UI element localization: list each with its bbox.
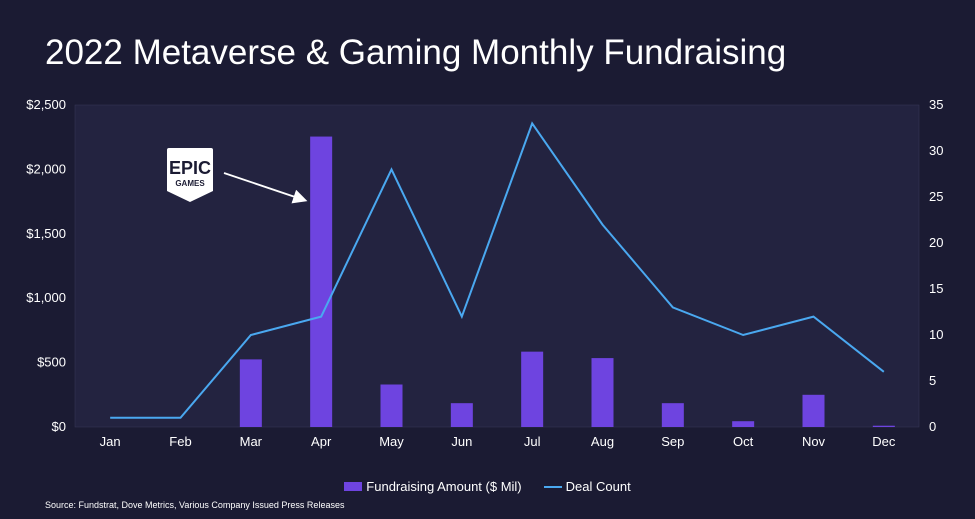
legend-item-fundraising: Fundraising Amount ($ Mil) (344, 479, 522, 494)
left-tick-label: $1,500 (26, 226, 66, 241)
source-note: Source: Fundstrat, Dove Metrics, Various… (45, 500, 345, 510)
left-tick-label: $500 (37, 355, 66, 370)
bar-aug (591, 358, 614, 427)
bar-apr (310, 136, 333, 427)
right-tick-label: 5 (929, 373, 936, 388)
line-series (110, 121, 885, 419)
x-tick-label: Jan (100, 434, 121, 449)
x-tick-label: May (379, 434, 404, 449)
x-tick-label: Feb (169, 434, 191, 449)
chart-legend: Fundraising Amount ($ Mil) Deal Count (0, 479, 975, 494)
legend-label-deal-count: Deal Count (565, 479, 631, 494)
right-tick-label: 30 (929, 143, 943, 158)
right-tick-label: 20 (929, 235, 943, 250)
left-tick-label: $2,000 (26, 161, 66, 176)
left-tick-label: $1,000 (26, 290, 66, 305)
legend-label-fundraising: Fundraising Amount ($ Mil) (366, 479, 522, 494)
chart-title: 2022 Metaverse & Gaming Monthly Fundrais… (45, 33, 787, 72)
left-tick-label: $0 (52, 419, 66, 434)
right-tick-label: 35 (929, 97, 943, 112)
right-tick-label: 10 (929, 327, 943, 342)
x-tick-label: Mar (240, 434, 263, 449)
x-tick-label: Jun (451, 434, 472, 449)
x-tick-label: Sep (661, 434, 684, 449)
bar-jun (450, 403, 473, 427)
x-tick-label: Oct (733, 434, 754, 449)
svg-text:EPIC: EPIC (169, 158, 211, 178)
right-tick-label: 15 (929, 281, 943, 296)
legend-swatch-bar (344, 482, 363, 491)
right-tick-label: 25 (929, 189, 943, 204)
legend-item-deal-count: Deal Count (543, 479, 631, 494)
right-tick-label: 0 (929, 419, 936, 434)
x-tick-label: Apr (311, 434, 332, 449)
deal-count-line (110, 121, 885, 419)
x-tick-label: Aug (591, 434, 614, 449)
logo-arrow (223, 172, 308, 204)
bar-may (380, 384, 403, 427)
x-tick-label: Jul (524, 434, 541, 449)
bar-sep (661, 403, 684, 427)
x-tick-label: Dec (872, 434, 896, 449)
bar-jul (521, 351, 544, 427)
svg-text:GAMES: GAMES (175, 179, 205, 188)
x-axis-ticks: Jan Feb Mar Apr May Jun Jul Aug Sep Oct Nov Dec (100, 434, 896, 449)
x-tick-label: Nov (802, 434, 826, 449)
plot-area (74, 104, 920, 428)
bar-nov (802, 394, 825, 427)
bar-mar (239, 359, 262, 427)
left-tick-label: $2,500 (26, 97, 66, 112)
right-axis-ticks: 0 5 10 15 20 25 30 35 (929, 97, 943, 434)
left-axis-ticks: $0 $500 $1,000 $1,500 $2,000 $2,500 (26, 97, 66, 434)
epic-games-logo: EPIC GAMES (167, 148, 213, 202)
bar-dec (872, 425, 895, 427)
bar-oct (732, 421, 755, 427)
bar-series (239, 136, 895, 427)
legend-swatch-line (543, 485, 562, 488)
